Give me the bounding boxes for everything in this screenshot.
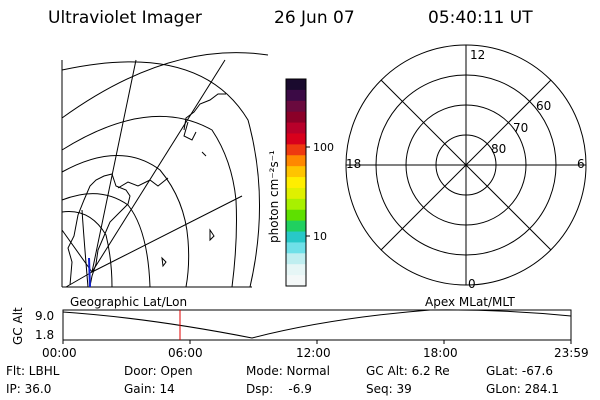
colorbar-segment bbox=[286, 209, 306, 222]
colorbar-segment bbox=[286, 155, 306, 167]
island-4 bbox=[161, 256, 167, 268]
altitude-xticks bbox=[62, 340, 572, 344]
meridian-4 bbox=[61, 229, 93, 273]
colorbar-segment bbox=[286, 89, 306, 102]
lat-circle-5 bbox=[61, 210, 113, 288]
info-gain: Gain: 14 bbox=[124, 382, 175, 396]
colorbar bbox=[286, 79, 306, 287]
altitude-ylabel: GC Alt bbox=[11, 307, 25, 345]
xlabel-2359: 23:59 bbox=[554, 346, 589, 360]
colorbar-segment bbox=[286, 220, 306, 233]
info-glon: GLon: 284.1 bbox=[486, 382, 559, 396]
time-label: 05:40:11 UT bbox=[428, 8, 533, 28]
coastline-northeast bbox=[183, 93, 226, 131]
altitude-labels: Geographic Lat/Lon Apex MLat/MLT 9.0 1.8… bbox=[11, 295, 589, 360]
polar-lat-60: 60 bbox=[536, 99, 551, 113]
meridian-1 bbox=[91, 59, 226, 273]
xlabel-1200: 12:00 bbox=[296, 346, 331, 360]
colorbar-segment bbox=[286, 177, 306, 189]
colorbar-unit-label: photon cm⁻²s⁻¹ bbox=[267, 150, 281, 243]
lat-circle-3 bbox=[61, 155, 190, 288]
polar-diagonal-2 bbox=[380, 79, 552, 251]
polar-label-left: 18 bbox=[346, 157, 361, 171]
colorbar-ticks bbox=[306, 146, 310, 237]
colorbar-segment bbox=[286, 100, 306, 113]
spacecraft-track bbox=[88, 257, 91, 288]
colorbar-label-10: 10 bbox=[313, 230, 327, 243]
polar-labels: 12 18 6 0 60 70 80 bbox=[346, 48, 585, 291]
island-2 bbox=[201, 151, 207, 157]
polar-label-bottom: 0 bbox=[468, 277, 476, 291]
colorbar-segment bbox=[286, 187, 306, 200]
colorbar-segment bbox=[286, 242, 306, 254]
coastline-north bbox=[117, 177, 169, 189]
meridian-2 bbox=[91, 59, 137, 273]
right-plot-title: Apex MLat/MLT bbox=[425, 295, 515, 309]
instrument-title: Ultraviolet Imager bbox=[48, 8, 202, 28]
info-gc-alt: GC Alt: 6.2 Re bbox=[366, 364, 450, 378]
date-label: 26 Jun 07 bbox=[274, 8, 355, 28]
colorbar-segment bbox=[286, 264, 306, 276]
colorbar-segment bbox=[286, 253, 306, 265]
lat-circle-1 bbox=[61, 52, 269, 119]
info-mode: Mode: Normal bbox=[246, 364, 330, 378]
info-glat: GLat: -67.6 bbox=[486, 364, 553, 378]
info-flt: Flt: LBHL bbox=[6, 364, 60, 378]
info-seq: Seq: 39 bbox=[366, 382, 412, 396]
colorbar-segment bbox=[286, 79, 306, 91]
colorbar-segment bbox=[286, 275, 306, 287]
island-3 bbox=[209, 228, 215, 242]
colorbar-segment bbox=[286, 133, 306, 145]
colorbar-segment bbox=[286, 166, 306, 178]
polar-label-right: 6 bbox=[577, 157, 585, 171]
left-plot-title: Geographic Lat/Lon bbox=[70, 295, 187, 309]
lat-circle-2 bbox=[61, 115, 237, 288]
meridian-3 bbox=[91, 195, 243, 273]
lat-circle-4 bbox=[61, 193, 151, 288]
xlabel-0600: 06:00 bbox=[168, 346, 203, 360]
altitude-curve bbox=[62, 309, 572, 339]
colorbar-segment bbox=[286, 144, 306, 156]
info-ip: IP: 36.0 bbox=[6, 382, 52, 396]
geographic-map bbox=[61, 52, 269, 288]
island-1 bbox=[183, 121, 197, 141]
colorbar-label-100: 100 bbox=[313, 141, 334, 154]
xlabel-1800: 18:00 bbox=[423, 346, 458, 360]
colorbar-segment bbox=[286, 122, 306, 135]
info-door: Door: Open bbox=[124, 364, 193, 378]
ytick-lower: 1.8 bbox=[35, 328, 54, 342]
polar-lat-80: 80 bbox=[491, 142, 506, 156]
lat-circle-6 bbox=[81, 209, 89, 288]
polar-lat-70: 70 bbox=[513, 121, 528, 135]
coastline-south-america bbox=[67, 173, 131, 287]
colorbar-segment bbox=[286, 111, 306, 124]
polar-plot bbox=[345, 44, 587, 286]
xlabel-0000: 00:00 bbox=[42, 346, 77, 360]
colorbar-segment bbox=[286, 198, 306, 211]
colorbar-segment bbox=[286, 231, 306, 244]
polar-label-top: 12 bbox=[470, 48, 485, 62]
colorbar-frame bbox=[285, 78, 307, 287]
map-outer-arc bbox=[61, 61, 260, 288]
info-dsp: Dsp: -6.9 bbox=[246, 382, 312, 396]
altitude-plot-frame bbox=[62, 309, 572, 341]
ytick-upper: 9.0 bbox=[35, 309, 54, 323]
